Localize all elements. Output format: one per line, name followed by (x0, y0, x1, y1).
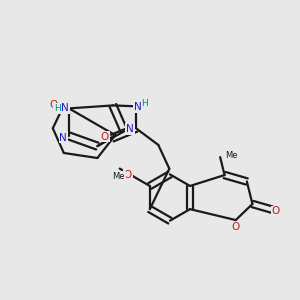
Text: H: H (54, 104, 61, 113)
Text: H: H (142, 99, 148, 108)
Text: N: N (59, 133, 67, 142)
Text: N: N (126, 124, 134, 134)
Text: Me: Me (226, 151, 238, 160)
Text: N: N (134, 103, 141, 112)
Text: O: O (124, 170, 132, 180)
Text: Me: Me (112, 172, 125, 181)
Text: O: O (50, 100, 58, 110)
Text: O: O (101, 132, 109, 142)
Text: O: O (231, 223, 239, 232)
Text: O: O (272, 206, 280, 216)
Text: N: N (61, 103, 69, 113)
